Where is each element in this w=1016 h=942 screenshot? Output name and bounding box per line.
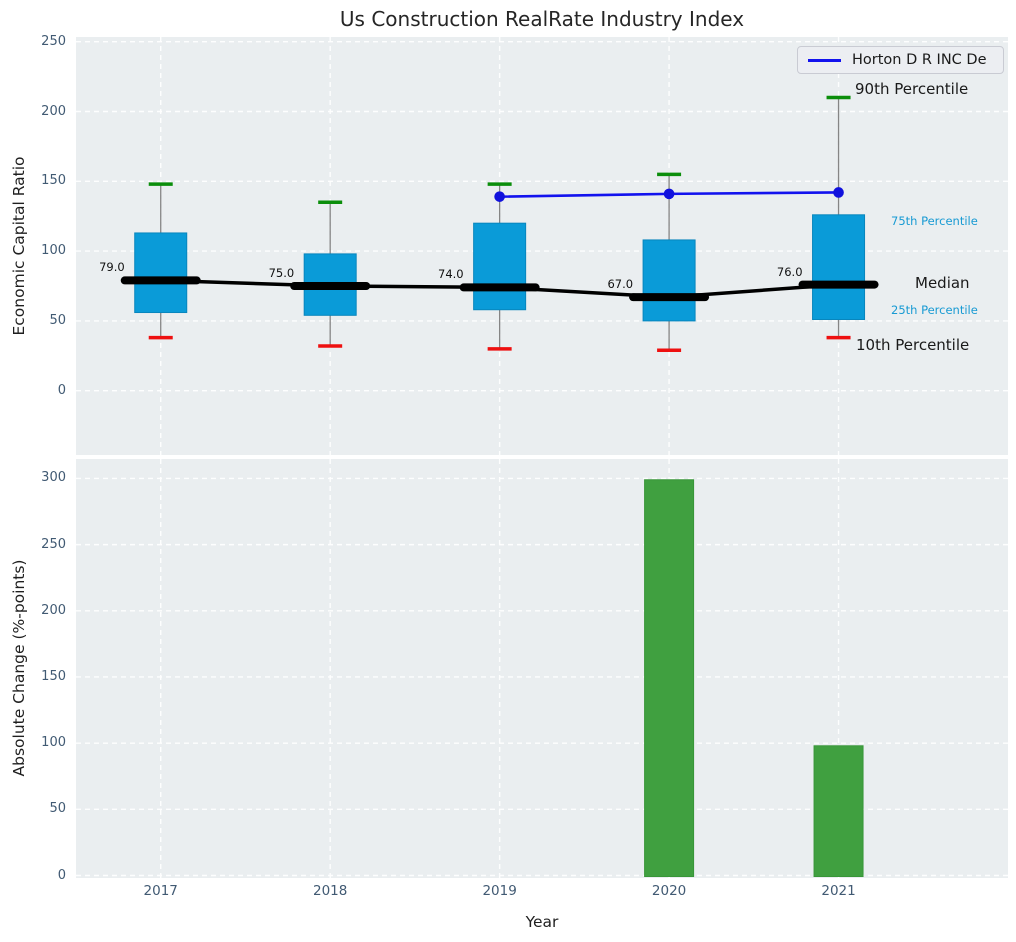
x-tick-2017: 2017	[143, 883, 178, 899]
median-value-label-2021: 76.0	[776, 264, 803, 279]
top-y-tick-50: 50	[49, 312, 66, 328]
annotation-10th-percentile: 10th Percentile	[856, 336, 970, 354]
chart-title: Us Construction RealRate Industry Index	[339, 7, 745, 31]
bottom-y-tick-0: 0	[57, 867, 66, 883]
bar-2021	[813, 745, 864, 877]
x-tick-2020: 2020	[651, 883, 687, 899]
x-tick-2018: 2018	[312, 883, 348, 899]
bottom-panel-background	[76, 459, 1008, 878]
legend-line-swatch	[808, 58, 841, 62]
top-y-tick-100: 100	[41, 243, 66, 259]
median-value-label-2018: 75.0	[268, 266, 295, 280]
annotation-90th-percentile: 90th Percentile	[855, 80, 969, 98]
bottom-y-tick-250: 250	[41, 536, 66, 552]
top-y-tick-150: 150	[41, 173, 66, 189]
x-tick-2019: 2019	[482, 883, 517, 899]
bottom-y-tick-100: 100	[41, 735, 66, 751]
median-value-label-2017: 79.0	[99, 260, 125, 275]
x-tick-2021: 2021	[821, 883, 856, 899]
bottom-y-tick-50: 50	[49, 801, 66, 817]
annotation-median: Median	[915, 274, 970, 292]
box-2019	[473, 222, 527, 311]
bottom-y-tick-300: 300	[41, 470, 66, 486]
bottom-y-tick-150: 150	[41, 668, 66, 684]
top-panel-background	[76, 37, 1008, 455]
x-axis-label: Year	[525, 913, 559, 931]
legend: Horton D R INC De	[797, 46, 1004, 74]
bottom-y-tick-200: 200	[41, 602, 66, 618]
box-2017	[134, 232, 188, 314]
bar-2020	[644, 479, 695, 877]
top-y-tick-0: 0	[57, 382, 66, 398]
company-point-2019	[494, 191, 505, 202]
company-point-2020	[663, 188, 675, 200]
legend-label: Horton D R INC De	[852, 52, 987, 68]
median-value-label-2019: 74.0	[438, 267, 464, 282]
annotation-25th-percentile: 25th Percentile	[891, 303, 978, 317]
top-y-tick-200: 200	[41, 103, 66, 119]
box-2020	[642, 239, 696, 322]
median-value-label-2020: 67.0	[607, 277, 634, 292]
top-y-tick-250: 250	[41, 33, 66, 49]
company-point-2021	[833, 187, 844, 198]
box-2021	[812, 214, 866, 321]
annotation-75th-percentile: 75th Percentile	[891, 214, 978, 228]
